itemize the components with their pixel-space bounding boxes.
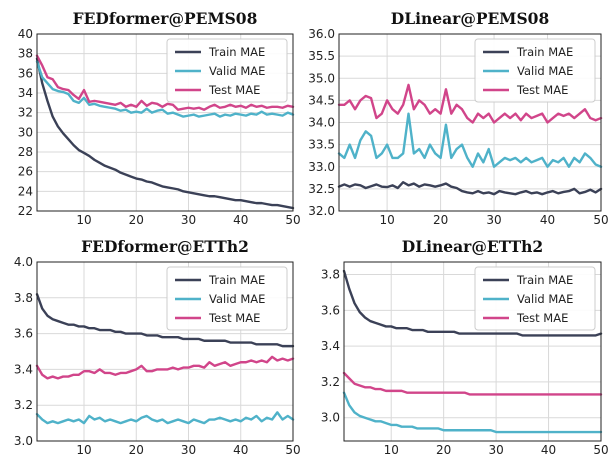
x-tick-label: 10 bbox=[379, 213, 394, 227]
series-line-train-mae bbox=[337, 181, 603, 196]
series-line-valid-mae bbox=[35, 60, 295, 118]
y-tick-label: 3.4 bbox=[321, 339, 340, 353]
chart-1: FEDformer@PEMS08 10 20 30 40 50 22 24 26 28 30 32 34… bbox=[18, 9, 301, 227]
y-tick-label: 35.0 bbox=[308, 71, 335, 85]
legend-box bbox=[474, 266, 596, 331]
legend-box bbox=[474, 38, 596, 103]
y-tick-label: 3.0 bbox=[14, 434, 33, 448]
chart-2: DLinear@PEMS08 10 20 30 40 50 32.0 32.5 33.0 33.5… bbox=[308, 9, 608, 227]
y-tick-label: 36 bbox=[18, 66, 33, 80]
plot-frame bbox=[338, 33, 602, 212]
plot-frame bbox=[36, 261, 294, 442]
legend-label: Test MAE bbox=[516, 311, 568, 325]
y-tick-label: 24 bbox=[18, 184, 33, 198]
series-line-test-mae bbox=[35, 355, 295, 380]
y-tick-label: 3.2 bbox=[321, 375, 340, 389]
x-tick-label: 50 bbox=[593, 213, 608, 227]
legend-label: Test MAE bbox=[516, 83, 568, 97]
x-tick-label: 20 bbox=[436, 443, 451, 456]
y-tick-label: 4.0 bbox=[14, 255, 33, 269]
legend-label: Valid MAE bbox=[517, 292, 573, 306]
x-tick-label: 30 bbox=[181, 213, 196, 227]
y-tick-label: 32.0 bbox=[308, 204, 335, 218]
legend: Train MAE Valid MAE Test MAE bbox=[166, 38, 288, 103]
x-tick-label: 10 bbox=[384, 443, 399, 456]
chart-title: FEDformer@ETTh2 bbox=[81, 237, 249, 256]
chart-title: FEDformer@PEMS08 bbox=[73, 9, 258, 28]
legend-label: Train MAE bbox=[208, 45, 265, 59]
y-tick-label: 26 bbox=[18, 165, 33, 179]
y-tick-label: 38 bbox=[18, 47, 33, 61]
series-line-test-mae bbox=[337, 83, 603, 124]
legend-label: Train MAE bbox=[208, 273, 265, 287]
y-tick-label: 22 bbox=[18, 204, 33, 218]
legend-label: Train MAE bbox=[516, 273, 573, 287]
series-line-valid-mae bbox=[342, 391, 603, 434]
y-tick-label: 32.5 bbox=[308, 182, 335, 196]
x-tick-label: 40 bbox=[233, 213, 248, 227]
x-tick-label: 20 bbox=[129, 443, 144, 456]
y-tick-label: 3.0 bbox=[321, 411, 340, 425]
x-tick-label: 20 bbox=[433, 213, 448, 227]
x-tick-label: 10 bbox=[76, 443, 91, 456]
chart-4: DLinear@ETTh2 10 20 30 40 50 3.0 3.2 3.4 3.6 3.8 Tr… bbox=[321, 237, 609, 456]
y-tick-label: 34 bbox=[18, 86, 33, 100]
y-tick-label: 34.5 bbox=[308, 93, 335, 107]
series-line-test-mae bbox=[342, 371, 603, 396]
series-line-train-mae bbox=[342, 269, 603, 337]
series-line-test-mae bbox=[35, 54, 295, 111]
chart-3: FEDformer@ETTh2 10 20 30 40 50 3.0 3.2 3.4 3.6 3.8… bbox=[14, 237, 301, 456]
plot-frame bbox=[36, 33, 294, 212]
x-tick-label: 20 bbox=[129, 213, 144, 227]
x-tick-label: 30 bbox=[486, 213, 501, 227]
series-line-train-mae bbox=[35, 293, 295, 348]
y-tick-label: 3.6 bbox=[14, 327, 33, 341]
series-line-valid-mae bbox=[35, 411, 295, 425]
y-tick-label: 32 bbox=[18, 106, 33, 120]
x-tick-label: 30 bbox=[181, 443, 196, 456]
y-tick-label: 36.0 bbox=[308, 27, 335, 41]
y-tick-label: 30 bbox=[18, 125, 33, 139]
y-tick-label: 3.8 bbox=[14, 291, 33, 305]
y-tick-label: 3.4 bbox=[14, 362, 33, 376]
y-tick-label: 40 bbox=[18, 27, 33, 41]
y-tick-label: 33.0 bbox=[308, 160, 335, 174]
y-tick-label: 33.5 bbox=[308, 138, 335, 152]
x-tick-label: 10 bbox=[76, 213, 91, 227]
y-tick-label: 3.2 bbox=[14, 398, 33, 412]
series-line-valid-mae bbox=[337, 112, 603, 168]
legend-label: Test MAE bbox=[208, 83, 260, 97]
chart-title: DLinear@PEMS08 bbox=[391, 9, 549, 28]
y-tick-label: 3.6 bbox=[321, 303, 340, 317]
series-line-train-mae bbox=[35, 57, 295, 210]
x-tick-label: 40 bbox=[541, 443, 556, 456]
legend-label: Valid MAE bbox=[517, 64, 573, 78]
legend-box bbox=[166, 266, 288, 331]
legend: Train MAE Valid MAE Test MAE bbox=[474, 38, 596, 103]
x-tick-label: 30 bbox=[488, 443, 503, 456]
x-tick-label: 50 bbox=[593, 443, 608, 456]
legend-label: Train MAE bbox=[516, 45, 573, 59]
legend-label: Valid MAE bbox=[209, 292, 265, 306]
legend-label: Valid MAE bbox=[209, 64, 265, 78]
legend-label: Test MAE bbox=[208, 311, 260, 325]
y-tick-label: 34.0 bbox=[308, 116, 335, 130]
legend: Train MAE Valid MAE Test MAE bbox=[166, 266, 288, 331]
x-tick-label: 50 bbox=[285, 213, 300, 227]
y-tick-label: 28 bbox=[18, 145, 33, 159]
x-tick-label: 50 bbox=[285, 443, 300, 456]
legend: Train MAE Valid MAE Test MAE bbox=[474, 266, 596, 331]
plot-frame bbox=[343, 261, 602, 442]
y-tick-label: 3.8 bbox=[321, 268, 340, 282]
x-tick-label: 40 bbox=[233, 443, 248, 456]
chart-title: DLinear@ETTh2 bbox=[402, 237, 543, 256]
legend-box bbox=[166, 38, 288, 103]
y-tick-label: 35.5 bbox=[308, 49, 335, 63]
x-tick-label: 40 bbox=[540, 213, 555, 227]
